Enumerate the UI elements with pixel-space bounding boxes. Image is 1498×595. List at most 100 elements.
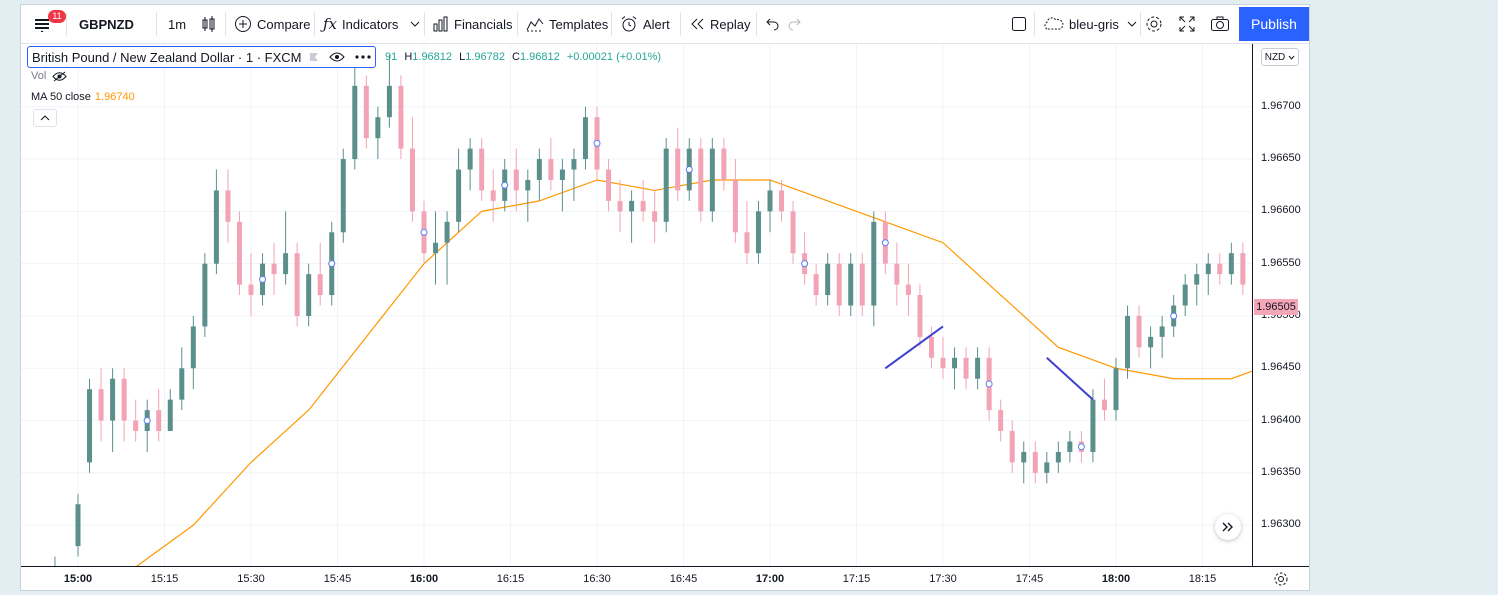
indicators-button[interactable]: ƒx Indicators [323, 5, 398, 43]
candle-body [75, 504, 81, 547]
candle-body [110, 378, 116, 421]
candle-body [479, 148, 485, 191]
undo-icon [764, 17, 780, 31]
last-price-label: 1.96505 [1254, 299, 1298, 315]
price-axis[interactable]: 1.967001.966501.966001.965501.965001.964… [1252, 44, 1309, 567]
open-value-tail: 91 [385, 51, 398, 63]
time-tick-label: 17:45 [1015, 573, 1044, 585]
toolbar-divider [517, 12, 518, 36]
chevron-down-icon [1288, 55, 1295, 60]
price-tick-label: 1.96300 [1261, 518, 1301, 531]
candle-body [444, 221, 450, 243]
candle-body [582, 117, 588, 160]
bar-chart-icon [433, 16, 449, 32]
candle-body [675, 148, 681, 191]
candle-body [398, 85, 404, 149]
event-marker [420, 228, 428, 236]
ma-legend[interactable]: MA 50 close 1.96740 [31, 91, 135, 103]
time-axis[interactable]: 15:00 15:15 15:30 15:45 16:00 16:15 16:30 16:45… [21, 566, 1252, 591]
time-tick-label: 17:00 [755, 573, 785, 585]
currency-selector[interactable]: NZD [1261, 48, 1299, 66]
gear-icon [1145, 15, 1163, 33]
candle-body [536, 159, 542, 180]
time-tick-label: 16:00 [409, 573, 439, 585]
event-marker [328, 260, 336, 268]
candle-body [1021, 451, 1027, 463]
alert-button[interactable]: Alert [620, 5, 670, 43]
candle-body [1090, 399, 1096, 452]
price-tick-label: 1.96600 [1261, 204, 1301, 217]
toolbar-divider [156, 12, 157, 36]
price-tick-label: 1.96400 [1261, 413, 1301, 426]
candle-body [98, 389, 104, 421]
chevron-down-icon [410, 21, 420, 27]
currency-label: NZD [1264, 51, 1286, 63]
chart-type-button[interactable] [201, 5, 222, 43]
redo-button[interactable] [787, 5, 808, 43]
volume-legend[interactable]: Vol [31, 70, 67, 82]
time-tick-label: 18:15 [1188, 573, 1217, 585]
candle-body [755, 211, 761, 254]
price-tick-label: 1.96650 [1261, 152, 1301, 165]
flag-icon[interactable] [309, 52, 319, 62]
scroll-to-realtime-button[interactable] [1215, 514, 1241, 540]
layout-selector[interactable]: bleu-gris [1042, 5, 1142, 43]
symbol-legend[interactable]: British Pound / New Zealand Dollar · 1 ·… [27, 46, 377, 68]
time-tick-label: 15:00 [63, 573, 93, 585]
candles [52, 54, 1257, 595]
candle-body [156, 410, 162, 432]
interval-button[interactable]: 1m [168, 16, 187, 32]
candle-body [813, 274, 819, 296]
snapshot-button[interactable] [1210, 5, 1235, 43]
candle-body [167, 399, 173, 432]
undo-button[interactable] [764, 5, 785, 43]
candle-body [179, 368, 185, 400]
candle-body [1067, 441, 1073, 452]
candle-body [1044, 462, 1050, 473]
indicators-dropdown-button[interactable] [410, 5, 425, 43]
candle-body [271, 263, 277, 275]
more-icon[interactable] [355, 55, 372, 59]
toolbar-divider [1034, 12, 1035, 36]
price-chart [21, 44, 1261, 595]
plus-circle-icon [234, 15, 252, 33]
candle-body [433, 242, 439, 254]
axis-settings-button[interactable] [1252, 566, 1309, 591]
candle-body [709, 148, 715, 212]
financials-button[interactable]: Financials [433, 5, 513, 43]
time-tick-label: 15:15 [150, 573, 179, 585]
candle-body [952, 357, 958, 369]
event-marker [1170, 312, 1178, 320]
settings-button[interactable] [1145, 5, 1168, 43]
candle-body [467, 148, 473, 170]
eye-icon[interactable] [329, 52, 346, 62]
price-tick-label: 1.96350 [1261, 465, 1301, 478]
candle-body [894, 263, 900, 285]
gear-icon [1273, 571, 1289, 587]
replay-button[interactable]: Replay [689, 5, 750, 43]
chart-pane[interactable] [21, 44, 1261, 595]
trend-line [884, 325, 944, 370]
fullscreen-button[interactable] [1179, 5, 1200, 43]
checkbox-button[interactable] [1011, 5, 1032, 43]
symbol-search-button[interactable]: GBPNZD [79, 16, 134, 32]
compare-button[interactable]: Compare [234, 5, 310, 43]
candle-body [848, 263, 854, 306]
collapse-legend-button[interactable] [33, 109, 57, 127]
change-value: +0.00021 (+0.01%) [566, 51, 662, 63]
eye-hidden-icon[interactable] [52, 71, 67, 82]
candle-body [1194, 274, 1200, 285]
camera-icon [1210, 16, 1230, 32]
templates-button[interactable]: Templates [526, 5, 608, 43]
candle-body [1182, 284, 1188, 306]
publish-button[interactable]: Publish [1239, 7, 1309, 41]
top-toolbar: 11 GBPNZD 1m Compare ƒx Indicators [21, 5, 1309, 44]
candle-body [1113, 368, 1119, 411]
toolbar-divider [680, 12, 681, 36]
candle-body [283, 253, 289, 275]
time-tick-label: 17:30 [929, 573, 957, 585]
main-menu-button[interactable] [33, 5, 58, 43]
candle-body [121, 378, 127, 421]
candle-body [859, 263, 865, 306]
price-tick-label: 1.96550 [1261, 256, 1301, 269]
